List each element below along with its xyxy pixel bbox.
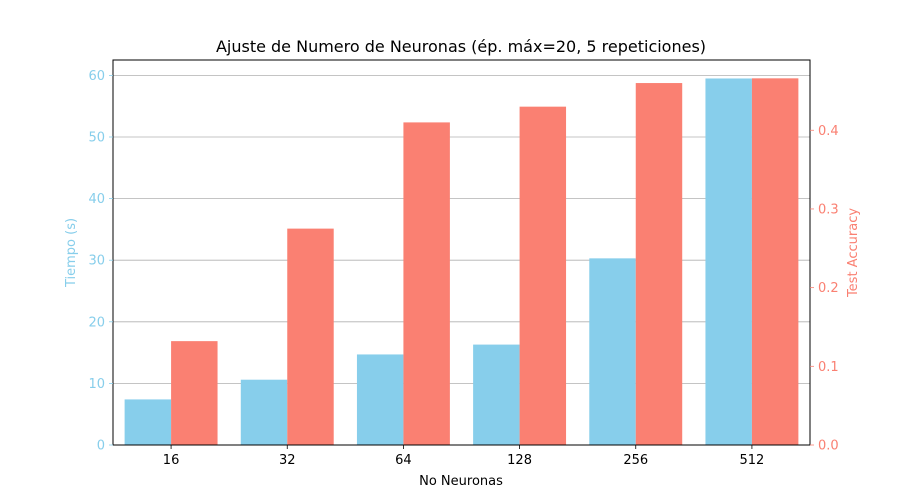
right-tick-label: 0.2 xyxy=(818,281,839,296)
right-axis-ticks: 0.0 0.1 0.2 0.3 0.4 xyxy=(810,124,839,454)
left-tick-label: 10 xyxy=(88,377,105,392)
time-bar-32 xyxy=(240,379,288,445)
x-tick-label: 64 xyxy=(395,453,412,468)
accuracy-bar-32 xyxy=(287,228,334,445)
x-tick-label: 256 xyxy=(623,453,648,468)
right-axis-label: Test Accuracy xyxy=(846,208,861,298)
time-bar-512 xyxy=(705,78,752,445)
time-bar-128 xyxy=(473,344,520,445)
x-tick-label: 128 xyxy=(507,453,532,468)
left-tick-label: 60 xyxy=(88,69,105,84)
time-bar-16 xyxy=(124,399,172,445)
bars xyxy=(124,78,799,446)
right-tick-label: 0.0 xyxy=(818,439,839,454)
x-tick-label: 512 xyxy=(740,453,765,468)
accuracy-bar-128 xyxy=(519,106,567,445)
accuracy-bar-512 xyxy=(751,78,799,445)
left-axis-label: Tiempo (s) xyxy=(64,218,79,288)
chart-title: Ajuste de Numero de Neuronas (ép. máx=20… xyxy=(216,37,706,56)
x-axis-label: No Neuronas xyxy=(419,474,503,489)
axes xyxy=(112,59,811,446)
left-tick-label: 0 xyxy=(97,439,105,454)
accuracy-bar-16 xyxy=(171,341,218,445)
time-bar-64 xyxy=(356,354,404,445)
x-axis-ticks: 16 32 64 128 256 512 xyxy=(163,445,765,468)
left-axis-ticks: 0 10 20 30 40 50 60 xyxy=(88,69,113,454)
accuracy-bar-64 xyxy=(403,122,450,446)
left-tick-label: 30 xyxy=(88,254,105,269)
left-tick-label: 50 xyxy=(88,131,105,146)
time-bar-256 xyxy=(589,258,636,445)
plot-frame xyxy=(112,59,811,446)
x-tick-label: 32 xyxy=(279,453,296,468)
right-tick-label: 0.1 xyxy=(818,360,839,375)
left-tick-label: 40 xyxy=(88,192,105,207)
right-tick-label: 0.4 xyxy=(818,124,839,139)
right-tick-label: 0.3 xyxy=(818,202,839,217)
left-tick-label: 20 xyxy=(88,315,105,330)
x-tick-label: 16 xyxy=(163,453,180,468)
accuracy-bar-256 xyxy=(635,83,683,445)
